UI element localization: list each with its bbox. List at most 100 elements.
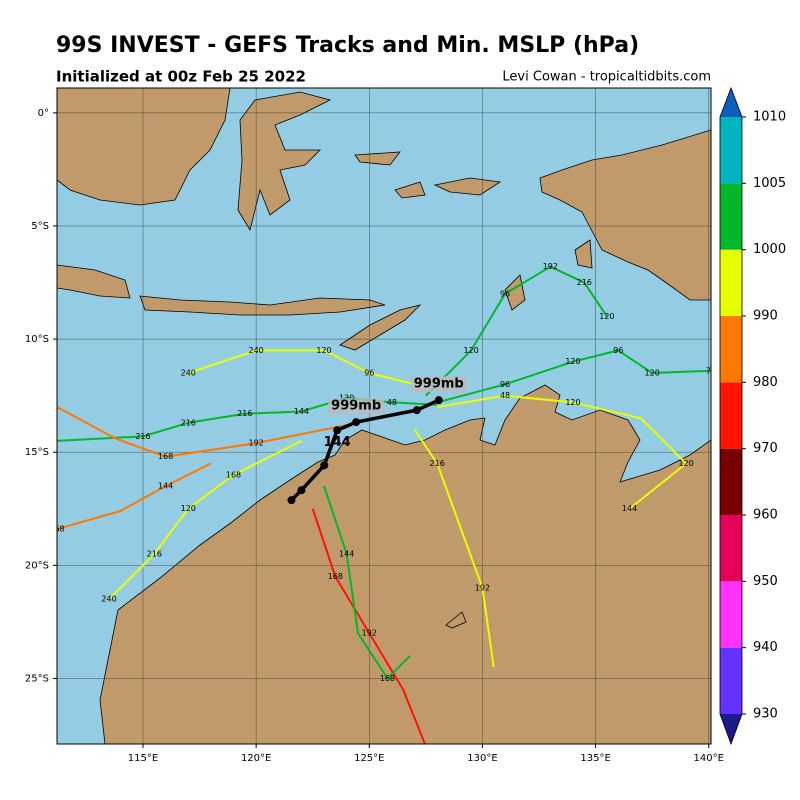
- track-hour-label: 144: [339, 549, 354, 558]
- colorbar-label: 940: [753, 640, 778, 655]
- track-hour-label: 120: [463, 346, 478, 355]
- track-hour-label: 216: [430, 459, 445, 468]
- ensemble-track: [311, 508, 427, 744]
- ensemble-track: [108, 439, 302, 600]
- colorbar-label: 980: [753, 375, 778, 390]
- y-tick-label: 5°S: [31, 221, 49, 232]
- mean-track-point: [333, 426, 342, 435]
- colorbar-label: 950: [753, 574, 778, 589]
- subtitle: Initialized at 00z Feb 25 2022: [56, 68, 306, 86]
- x-tick-label: 115°E: [128, 753, 158, 764]
- colorbar-segment: [720, 448, 742, 515]
- colorbar-segment: [720, 183, 742, 250]
- pressure-label: 999mb: [414, 377, 464, 392]
- colorbar-label: 970: [753, 441, 778, 456]
- track-hour-label: 240: [249, 346, 264, 355]
- title: 99S INVEST - GEFS Tracks and Min. MSLP (…: [56, 33, 639, 58]
- colorbar-under: [720, 714, 742, 744]
- mean-track-point: [297, 486, 306, 495]
- track-hour-label: 168: [226, 470, 241, 479]
- track-hour-label: 192: [475, 583, 490, 592]
- track-hour-label: 192: [543, 262, 558, 271]
- x-tick-label: 125°E: [354, 753, 384, 764]
- colorbar: 930 940 950 960 970 980 990 1000 1005 1010: [719, 86, 786, 746]
- colorbar-segment: [720, 382, 742, 449]
- track-hour-label: 168: [380, 674, 395, 683]
- track-hour-label: 120: [565, 357, 580, 366]
- track-hour-label: 120: [645, 369, 660, 378]
- track-hour-label: 168: [158, 452, 173, 461]
- mean-track-point: [287, 496, 296, 505]
- track-hour-label: 120: [678, 459, 693, 468]
- track-hour-label: 168: [328, 572, 343, 581]
- ensemble-track: [437, 394, 688, 510]
- track-hour-label: 240: [101, 595, 116, 604]
- grid: [57, 88, 711, 744]
- mean-track-point: [434, 396, 443, 405]
- track-hour-label: 144: [294, 407, 309, 416]
- colorbar-label: 990: [753, 309, 778, 324]
- axes: 115°E 120°E 125°E 130°E 135°E 140°E 0° 5°S 10°S 1…: [25, 108, 724, 764]
- track-hour-label: 216: [181, 418, 196, 427]
- ensemble-track: [425, 265, 608, 397]
- track-hour-label: 240: [181, 369, 196, 378]
- colorbar-label: 1000: [753, 242, 786, 257]
- ensemble-track: [413, 429, 495, 668]
- track-hour-label: 48: [387, 398, 397, 407]
- tracks: 48 120 144 216 216 216 192 168 144 168 168 120 216 24…: [49, 262, 716, 744]
- track-hour-label: 168: [49, 525, 64, 534]
- colorbar-label: 1010: [753, 110, 786, 125]
- x-tick-label: 130°E: [467, 753, 497, 764]
- track-hour-label: 48: [500, 391, 510, 400]
- ensemble-track: [187, 349, 415, 386]
- track-hour-label: 120: [599, 312, 614, 321]
- y-tick-label: 25°S: [25, 673, 49, 684]
- colorbar-label: 960: [753, 508, 778, 523]
- y-tick-label: 0°: [38, 108, 49, 119]
- credit: Levi Cowan - tropicaltidbits.com: [502, 70, 711, 85]
- ensemble-track: [57, 396, 438, 442]
- colorbar-segment: [720, 581, 742, 648]
- track-hour-label: 216: [147, 549, 162, 558]
- track-hour-label: 96: [613, 346, 623, 355]
- track-hour-label: 144: [622, 504, 637, 513]
- track-hour-label: 72: [706, 366, 716, 375]
- track-hour-label: 216: [577, 278, 592, 287]
- track-hour-label: 120: [316, 346, 331, 355]
- track-hour-label: 192: [362, 629, 377, 638]
- ensemble-track: [436, 349, 711, 404]
- mean-track-point: [352, 418, 361, 427]
- ensemble-track: [57, 406, 347, 458]
- land: [57, 88, 711, 744]
- track-hour-label: 192: [249, 439, 264, 448]
- colorbar-segment: [720, 515, 742, 582]
- track-hour-label: 216: [135, 432, 150, 441]
- y-tick-label: 10°S: [25, 334, 49, 345]
- track-hour-label: 120: [565, 398, 580, 407]
- x-tick-label: 120°E: [241, 753, 271, 764]
- track-hour-label: 120: [181, 504, 196, 513]
- track-hour-label: 96: [500, 380, 510, 389]
- colorbar-segment: [720, 249, 742, 316]
- label-box: [410, 376, 467, 393]
- mean-track-point: [412, 406, 421, 415]
- track-hour-label: 96: [500, 289, 510, 298]
- pressure-label: 999mb: [331, 399, 381, 414]
- map-frame: [56, 87, 712, 745]
- track-hour-label: 216: [237, 409, 252, 418]
- x-tick-label: 135°E: [580, 753, 610, 764]
- track-hour-label: 96: [364, 369, 374, 378]
- mean-track-point: [320, 461, 329, 470]
- label-box: [328, 398, 385, 415]
- track-hour-label: 144: [158, 482, 173, 491]
- ensemble-track: [323, 485, 411, 680]
- colorbar-segment: [720, 647, 742, 714]
- colorbar-segment: [720, 316, 742, 383]
- track-hour-label: 120: [339, 393, 354, 402]
- x-tick-label: 140°E: [694, 753, 724, 764]
- mean-hour-label: 144: [324, 435, 351, 450]
- colorbar-over: [720, 88, 742, 117]
- colorbar-label: 1005: [753, 176, 786, 191]
- y-tick-label: 15°S: [25, 447, 49, 458]
